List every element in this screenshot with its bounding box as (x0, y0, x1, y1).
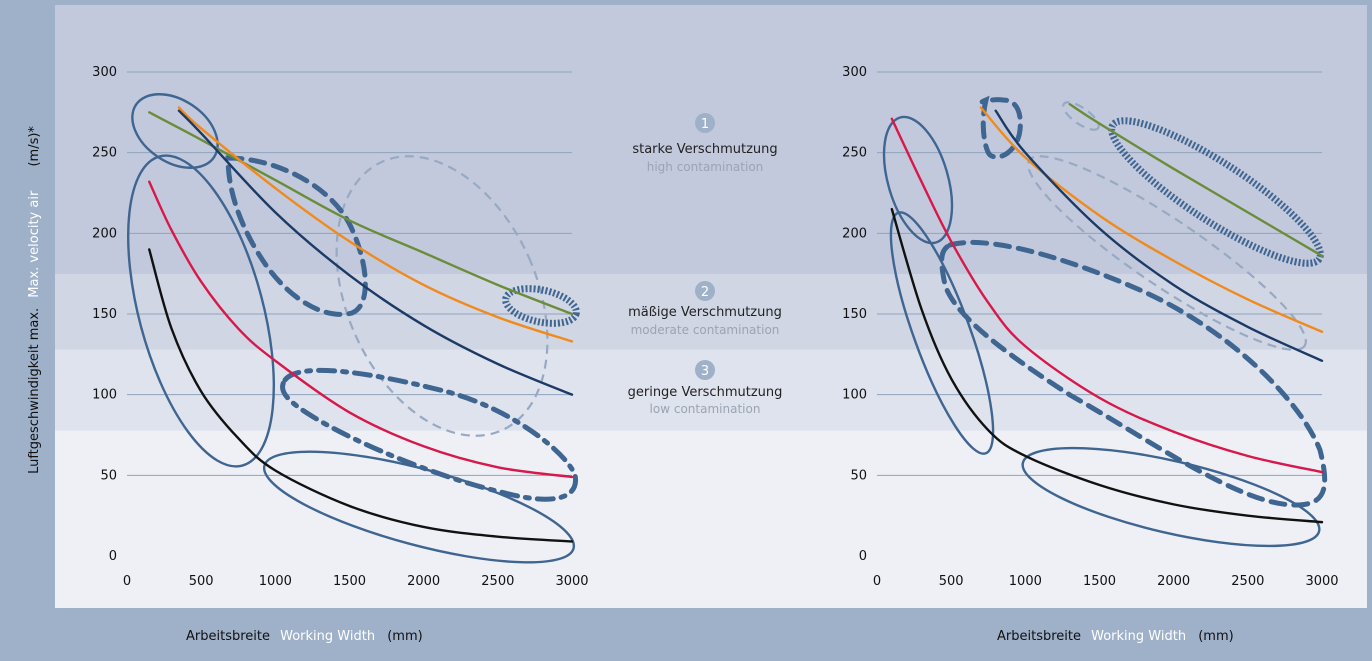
y-tick-label: 50 (100, 468, 117, 483)
zone-1-en: high contamination (647, 160, 764, 174)
ellipse-annotation (979, 95, 1023, 160)
y-tick-label: 150 (92, 307, 117, 322)
x-tick-label: 500 (939, 574, 964, 589)
ellipse-annotation (225, 155, 368, 317)
zone-2-label: 2 mäßige Verschmutzung moderate contamin… (628, 281, 782, 337)
ellipse-annotation (939, 239, 1328, 508)
y-axis-unit: (m/s)* (27, 126, 42, 167)
ellipse-annotation (126, 154, 276, 468)
ellipse-annotation (889, 211, 995, 455)
zone-3-badge (695, 360, 715, 380)
y-axis-title: Luftgeschwindigkeit max. Max. velocity a… (27, 126, 42, 474)
y-tick-label: 100 (842, 388, 867, 403)
series-line-red (890, 117, 1324, 474)
band-zone-1 (55, 5, 1367, 274)
y-tick-label: 250 (842, 146, 867, 161)
y-tick-label: 250 (92, 146, 117, 161)
band-low (55, 430, 1367, 608)
y-tick-label: 100 (92, 388, 117, 403)
x-axis-title-right: Arbeitsbreite Working Width (mm) (997, 629, 1234, 644)
zone-3-de: geringe Verschmutzung (628, 385, 783, 400)
y-tick-label: 300 (92, 65, 117, 80)
x-tick-label: 1000 (259, 574, 292, 589)
zone-1-de: starke Verschmutzung (632, 142, 777, 157)
series-line-black (148, 248, 574, 543)
x-tick-label: 2000 (1157, 574, 1190, 589)
ellipse-annotation (280, 367, 579, 502)
x-tick-label: 2000 (407, 574, 440, 589)
y-tick-label: 50 (850, 468, 867, 483)
y-tick-label: 0 (109, 549, 117, 564)
y-tick-label: 0 (859, 549, 867, 564)
x-tick-label: 0 (873, 574, 881, 589)
ellipse-annotation (262, 450, 576, 564)
zone-3-number: 3 (701, 364, 709, 379)
series-line-orange (979, 106, 1324, 333)
x-axis-label-en: Working Width (280, 629, 375, 644)
series-line-orange (177, 106, 574, 343)
x-axis-label-de: Arbeitsbreite (997, 629, 1081, 644)
series-line-green (1068, 103, 1324, 258)
zone-3-en: low contamination (650, 402, 761, 416)
x-tick-label: 0 (123, 574, 131, 589)
zone-2-number: 2 (701, 285, 709, 300)
ellipse-layer (126, 93, 1328, 564)
zone-1-label: 1 starke Verschmutzung high contaminatio… (632, 113, 778, 174)
x-axis-unit: (mm) (1198, 629, 1233, 644)
x-tick-label: 2500 (1231, 574, 1264, 589)
ellipse-annotation (1108, 117, 1324, 267)
series-line-green (148, 111, 574, 316)
ellipse-annotation (882, 115, 954, 245)
x-tick-label: 3000 (1305, 574, 1338, 589)
zone-2-en: moderate contamination (631, 323, 780, 337)
x-tick-label: 3000 (555, 574, 588, 589)
series-line-black (890, 207, 1324, 524)
y-axis-label-en: Max. velocity air (27, 190, 42, 298)
zone-1-number: 1 (701, 117, 709, 132)
zone-2-de: mäßige Verschmutzung (628, 305, 782, 320)
series-line-navy (994, 109, 1324, 362)
y-tick-label: 300 (842, 65, 867, 80)
series-layer (148, 103, 1324, 543)
ellipse-annotation (502, 285, 580, 327)
x-axis-title-left: Arbeitsbreite Working Width (mm) (186, 629, 423, 644)
y-tick-label: 150 (842, 307, 867, 322)
zone-legend: 1 starke Verschmutzung high contaminatio… (628, 113, 783, 416)
y-tick-label: 200 (92, 226, 117, 241)
series-line-red (148, 180, 574, 479)
x-axis-label-en: Working Width (1091, 629, 1186, 644)
series-line-navy (177, 109, 574, 396)
ellipse-annotation (1062, 101, 1100, 131)
x-tick-label: 1500 (1083, 574, 1116, 589)
x-tick-label: 2500 (481, 574, 514, 589)
x-axis-unit: (mm) (387, 629, 422, 644)
ellipse-annotation (335, 155, 549, 437)
zone-1-badge (695, 113, 715, 133)
zone-3-label: 3 geringe Verschmutzung low contaminatio… (628, 360, 783, 416)
x-tick-label: 500 (189, 574, 214, 589)
x-tick-label: 1500 (333, 574, 366, 589)
x-axis-label-de: Arbeitsbreite (186, 629, 270, 644)
zone-2-badge (695, 281, 715, 301)
y-tick-label: 200 (842, 226, 867, 241)
y-axis-label-de: Luftgeschwindigkeit max. (27, 308, 42, 474)
x-tick-label: 1000 (1009, 574, 1042, 589)
